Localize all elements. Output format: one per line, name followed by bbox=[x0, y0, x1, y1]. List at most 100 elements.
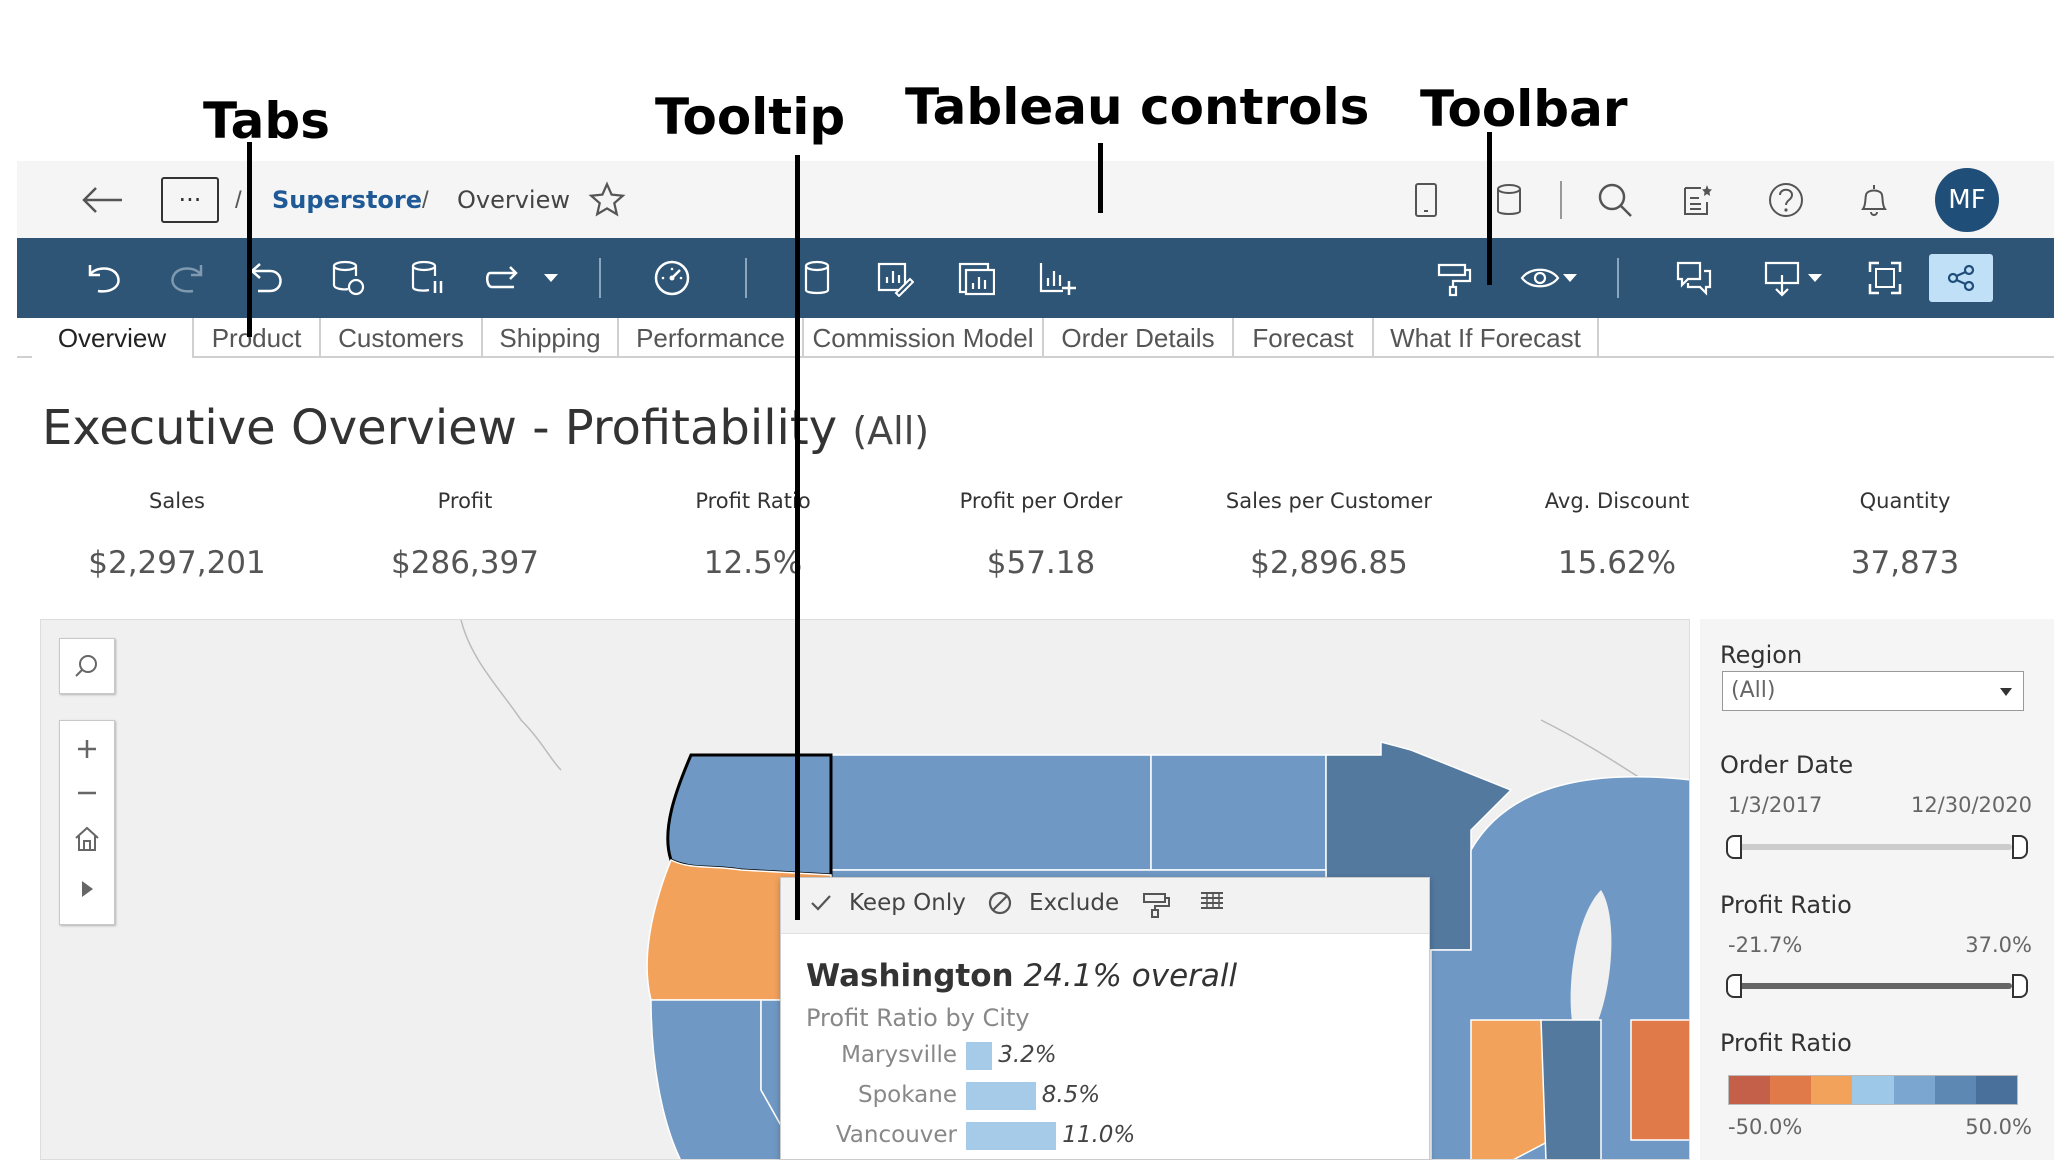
exclude-icon bbox=[988, 891, 1012, 915]
share-icon bbox=[1947, 264, 1975, 292]
kpi-label: Profit Ratio bbox=[695, 489, 811, 513]
data-source-icon[interactable] bbox=[1484, 175, 1534, 225]
group-members-button[interactable] bbox=[1141, 890, 1171, 918]
view-data-icon[interactable] bbox=[951, 253, 1001, 303]
legend-color-step bbox=[1729, 1076, 1771, 1104]
tooltip-state-summary: 24.1% overall bbox=[1023, 958, 1238, 994]
map-state-north-dakota[interactable] bbox=[1150, 754, 1327, 871]
pause-updates-icon[interactable] bbox=[402, 253, 452, 303]
map-zoom-controls bbox=[59, 720, 115, 925]
tooltip-subtitle: Profit Ratio by City bbox=[806, 1004, 1030, 1032]
search-icon[interactable] bbox=[1590, 175, 1640, 225]
legend-color-step bbox=[1893, 1076, 1935, 1104]
order-date-slider-min-handle[interactable] bbox=[1726, 835, 1742, 859]
tab-what-if-forecast[interactable]: What If Forecast bbox=[1374, 318, 1599, 358]
keep-only-label: Keep Only bbox=[849, 890, 966, 916]
annotation-line-tableau-controls bbox=[1098, 143, 1103, 213]
tab-commission-model[interactable]: Commission Model bbox=[804, 318, 1044, 358]
tooltip-row: Marysville 3.2% bbox=[781, 1038, 1431, 1078]
kpi-label: Profit per Order bbox=[959, 489, 1123, 513]
notifications-bell-icon[interactable] bbox=[1849, 175, 1899, 225]
tab-performance[interactable]: Performance bbox=[619, 318, 804, 358]
profit-ratio-slider-min-handle[interactable] bbox=[1726, 974, 1742, 998]
map-state-illinois[interactable] bbox=[1470, 1019, 1552, 1160]
back-arrow-icon[interactable] bbox=[72, 175, 132, 225]
map-search-button[interactable] bbox=[59, 638, 115, 694]
share-button[interactable] bbox=[1929, 254, 1993, 302]
home-icon bbox=[75, 826, 99, 851]
revert-icon[interactable] bbox=[243, 253, 293, 303]
order-date-filter-title: Order Date bbox=[1720, 751, 1854, 779]
view-data-tooltip-button[interactable] bbox=[1199, 890, 1225, 912]
redo-icon[interactable] bbox=[162, 253, 212, 303]
region-dropdown-value: (All) bbox=[1731, 678, 1776, 703]
tooltip-city: Marysville bbox=[841, 1042, 957, 1068]
map-state-indiana[interactable] bbox=[1540, 1019, 1602, 1160]
full-screen-icon[interactable] bbox=[1860, 253, 1910, 303]
annotation-tooltip: Tooltip bbox=[655, 88, 846, 146]
redirect-icon[interactable] bbox=[479, 253, 529, 303]
comments-icon[interactable] bbox=[1669, 253, 1719, 303]
refresh-data-icon[interactable] bbox=[323, 253, 373, 303]
legend-color-step bbox=[1852, 1076, 1894, 1104]
kpi-value: $57.18 bbox=[986, 545, 1096, 581]
tab-shipping[interactable]: Shipping bbox=[483, 318, 619, 358]
star-icon[interactable] bbox=[582, 175, 632, 225]
map-state-washington[interactable] bbox=[666, 753, 833, 877]
user-avatar[interactable]: MF bbox=[1935, 168, 1999, 232]
region-dropdown[interactable]: (All) bbox=[1722, 671, 2024, 711]
map-state-ohio[interactable] bbox=[1630, 1019, 1690, 1141]
kpi-label: Sales per Customer bbox=[1225, 489, 1433, 513]
exclude-button[interactable]: Exclude bbox=[987, 890, 1119, 916]
kpi-value: $286,397 bbox=[391, 545, 539, 581]
performance-recording-icon[interactable] bbox=[647, 253, 697, 303]
undo-icon[interactable] bbox=[79, 253, 129, 303]
tab-order-details[interactable]: Order Details bbox=[1044, 318, 1234, 358]
region-filter-title: Region bbox=[1720, 641, 1803, 669]
reset-map-button[interactable] bbox=[60, 817, 114, 861]
map-tools-button[interactable] bbox=[60, 867, 114, 911]
profit-ratio-legend-title: Profit Ratio bbox=[1720, 1029, 1852, 1057]
watch-dropdown-icon[interactable] bbox=[1555, 253, 1585, 303]
tab-forecast[interactable]: Forecast bbox=[1234, 318, 1374, 358]
tab-overview[interactable]: Overview bbox=[32, 318, 194, 358]
profit-ratio-slider-max-handle[interactable] bbox=[2012, 974, 2028, 998]
download-icon[interactable] bbox=[1757, 253, 1807, 303]
map-state-california[interactable] bbox=[650, 999, 801, 1160]
tab-customers[interactable]: Customers bbox=[321, 318, 483, 358]
tooltip-commands: Keep Only Exclude bbox=[781, 878, 1429, 934]
dashboard-title-text: Executive Overview - Profitability bbox=[42, 400, 838, 456]
more-button[interactable]: ··· bbox=[161, 177, 219, 223]
breadcrumb-view: Overview bbox=[457, 186, 570, 214]
breadcrumb-project-link[interactable]: Superstore bbox=[272, 186, 423, 214]
add-metric-icon[interactable] bbox=[1032, 253, 1082, 303]
kpi-label: Quantity bbox=[1859, 489, 1951, 513]
edit-view-icon[interactable] bbox=[870, 253, 920, 303]
profit-ratio-max: 37.0% bbox=[1965, 933, 2032, 957]
watch-eye-icon[interactable] bbox=[1515, 253, 1565, 303]
device-preview-icon[interactable] bbox=[1401, 175, 1451, 225]
check-icon bbox=[811, 895, 831, 911]
zoom-out-button[interactable] bbox=[60, 773, 114, 813]
keep-only-button[interactable]: Keep Only bbox=[809, 890, 966, 916]
map-state-idaho-region[interactable] bbox=[830, 754, 1152, 871]
order-date-min: 1/3/2017 bbox=[1728, 793, 1823, 817]
tab-product[interactable]: Product bbox=[194, 318, 321, 358]
zoom-in-button[interactable] bbox=[60, 729, 114, 769]
favorites-list-icon[interactable] bbox=[1672, 175, 1722, 225]
help-icon[interactable] bbox=[1761, 175, 1811, 225]
tooltip-bar-value: 3.2% bbox=[998, 1042, 1057, 1068]
tooltip-bar bbox=[966, 1122, 1057, 1150]
download-dropdown-icon[interactable] bbox=[1800, 253, 1830, 303]
legend-color-step bbox=[1975, 1076, 2017, 1104]
profit-ratio-slider-track[interactable] bbox=[1730, 983, 2012, 989]
data-details-icon[interactable] bbox=[792, 253, 842, 303]
legend-color-step bbox=[1770, 1076, 1812, 1104]
format-paint-icon[interactable] bbox=[1429, 253, 1479, 303]
order-date-slider-max-handle[interactable] bbox=[2012, 835, 2028, 859]
order-date-max: 12/30/2020 bbox=[1910, 793, 2032, 817]
tooltip-state: Washington bbox=[806, 958, 1014, 994]
order-date-slider-track[interactable] bbox=[1730, 844, 2012, 850]
play-triangle-icon bbox=[82, 881, 93, 897]
redirect-dropdown-icon[interactable] bbox=[536, 253, 566, 303]
